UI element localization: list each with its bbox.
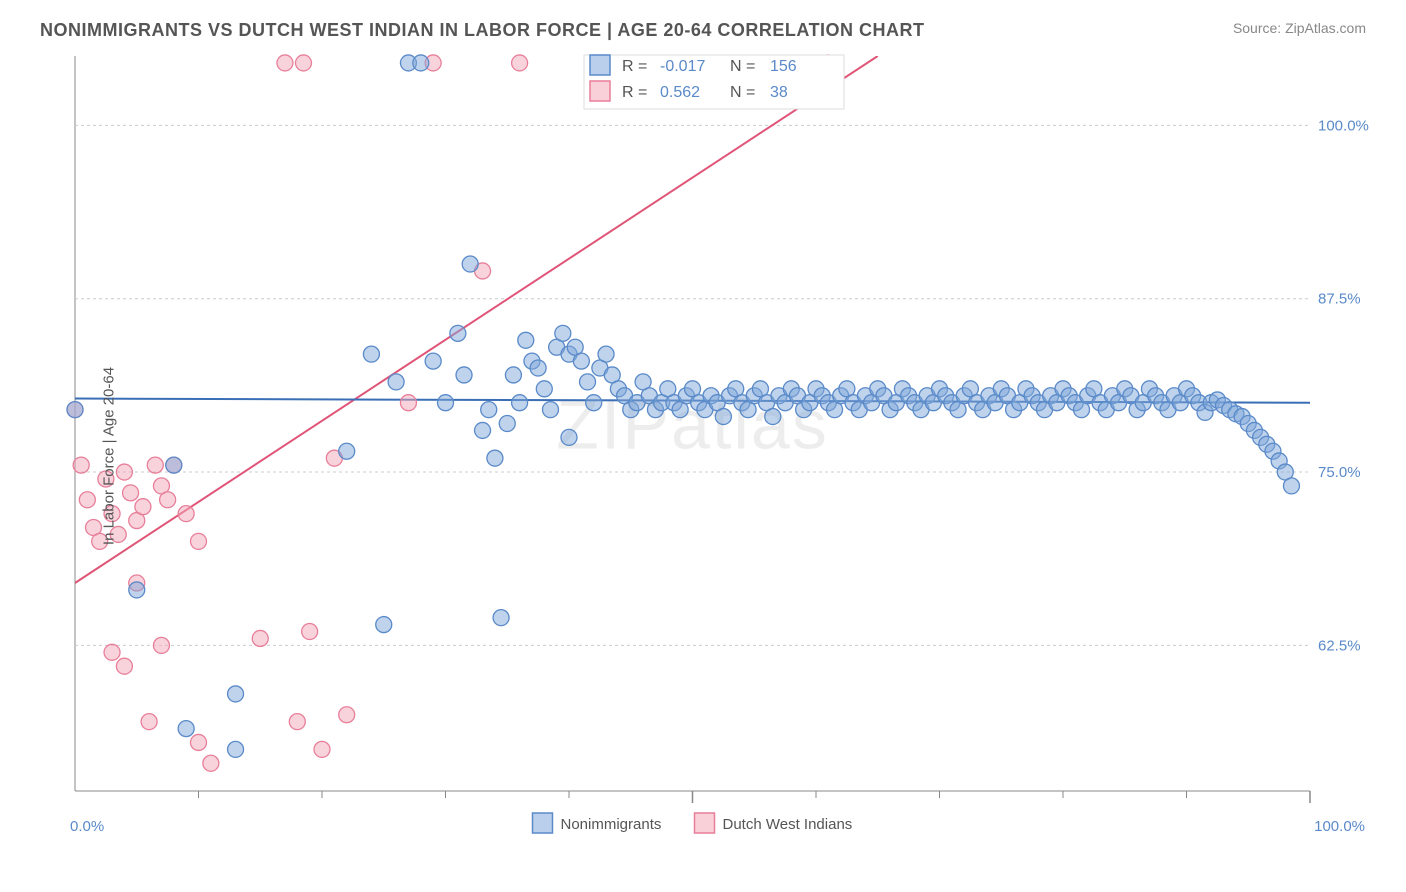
- x-max-label: 100.0%: [1314, 818, 1365, 835]
- svg-text:R =: R =: [622, 84, 647, 101]
- chart-container: NONIMMIGRANTS VS DUTCH WEST INDIAN IN LA…: [0, 0, 1406, 892]
- y-tick-label: 87.5%: [1318, 291, 1361, 308]
- legend: Nonimmigrants Dutch West Indians: [533, 813, 853, 833]
- chart-source: Source: ZipAtlas.com: [1233, 20, 1366, 36]
- chart-svg: 62.5%75.0%87.5%100.0%0.0%100.0%ZIPatlasR…: [30, 51, 1376, 861]
- y-tick-label: 62.5%: [1318, 637, 1361, 654]
- svg-text:N =: N =: [730, 84, 755, 101]
- chart-body: In Labor Force | Age 20-64 62.5% 75.0% 87.…: [30, 51, 1376, 861]
- y-tick-label: 100.0%: [1318, 117, 1369, 134]
- svg-text:38: 38: [770, 84, 788, 101]
- x-min-label: 0.0%: [70, 818, 104, 835]
- series-dutch-west-indians: [75, 56, 878, 583]
- svg-text:-0.017: -0.017: [660, 58, 705, 75]
- points-nonimmigrants: [67, 55, 1299, 757]
- legend-label: Dutch West Indians: [723, 816, 853, 833]
- y-axis-label: In Labor Force | Age 20-64: [101, 367, 118, 545]
- chart-title: NONIMMIGRANTS VS DUTCH WEST INDIAN IN LA…: [40, 20, 925, 41]
- svg-text:156: 156: [770, 58, 797, 75]
- svg-text:0.562: 0.562: [660, 84, 700, 101]
- stats-box: R = -0.017 N = 156 R = 0.562 N = 38: [584, 55, 844, 109]
- svg-text:N =: N =: [730, 58, 755, 75]
- svg-text:R =: R =: [622, 58, 647, 75]
- chart-header: NONIMMIGRANTS VS DUTCH WEST INDIAN IN LA…: [30, 20, 1376, 51]
- legend-label: Nonimmigrants: [561, 816, 662, 833]
- y-tick-label: 75.0%: [1318, 464, 1361, 481]
